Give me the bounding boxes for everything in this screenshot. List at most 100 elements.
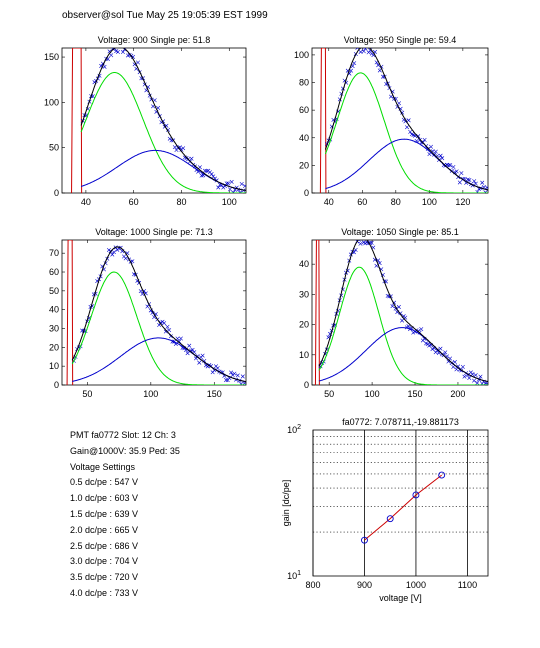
data-point xyxy=(396,101,402,106)
y-tick-label: 50 xyxy=(49,286,59,296)
data-point xyxy=(377,68,382,73)
y-tick-label: 0 xyxy=(54,380,59,390)
total-fit-curve xyxy=(71,246,246,383)
y-tick-label: 60 xyxy=(49,267,59,277)
data-point xyxy=(451,364,456,369)
y-tick-label: 20 xyxy=(49,342,59,352)
data-point xyxy=(457,180,462,185)
total-fit-curve xyxy=(80,48,246,191)
histogram-1050v: Voltage: 1050 Single pe: 85.150 100 150 200… xyxy=(299,227,489,399)
setting-row: 3.5 dc/pe : 720 V xyxy=(70,572,139,583)
data-point xyxy=(438,346,443,351)
data-point xyxy=(229,370,234,375)
x-tick-label: 150 xyxy=(408,389,423,399)
data-point xyxy=(428,144,434,149)
data-point xyxy=(433,149,438,154)
data-point xyxy=(419,140,424,145)
y-tick-label: 102 xyxy=(287,424,301,435)
plot-area xyxy=(66,240,246,385)
single-pe-curve xyxy=(318,266,488,385)
double-pe-curve xyxy=(72,337,246,383)
data-point xyxy=(123,256,128,261)
data-point xyxy=(224,378,229,383)
data-point xyxy=(187,343,192,348)
y-axis-label: gain [dc/pe] xyxy=(281,480,291,527)
data-point xyxy=(215,366,220,371)
setting-row: 2.5 dc/pe : 686 V xyxy=(70,540,139,551)
data-point xyxy=(396,304,401,309)
data-point xyxy=(368,48,373,53)
single-pe-curve xyxy=(71,271,246,385)
pmt-id-text: PMT fa0772 Slot: 12 Ch: 3 xyxy=(70,430,176,440)
data-point xyxy=(446,163,451,168)
data-point xyxy=(135,60,141,65)
data-point xyxy=(416,134,421,139)
data-point xyxy=(226,181,231,186)
y-tick-label: 0 xyxy=(54,188,59,198)
data-point xyxy=(195,354,200,359)
y-tick-label: 30 xyxy=(49,324,59,334)
data-point xyxy=(460,364,465,369)
x-tick-label: 100 xyxy=(222,197,237,207)
plot-frame xyxy=(311,239,489,386)
plot-frame xyxy=(312,429,489,577)
data-point xyxy=(443,350,448,355)
data-point xyxy=(196,169,201,174)
chart-title: Voltage: 950 Single pe: 59.4 xyxy=(344,35,457,45)
single-pe-curve xyxy=(80,72,246,193)
data-point xyxy=(473,373,478,378)
data-point xyxy=(172,145,177,150)
gain-text: Gain@1000V: 35.9 Ped: 35 xyxy=(70,445,180,456)
setting-row: 2.0 dc/pe : 665 V xyxy=(70,524,139,535)
gain-point xyxy=(386,515,394,523)
x-tick-label: 800 xyxy=(305,580,320,590)
data-point xyxy=(352,61,357,66)
data-point xyxy=(243,183,246,188)
data-point xyxy=(209,172,214,177)
data-point xyxy=(358,49,363,54)
data-point xyxy=(138,289,143,294)
data-point xyxy=(229,179,234,184)
y-tick-label: 100 xyxy=(294,50,309,60)
data-point xyxy=(400,318,405,323)
x-tick-label: 200 xyxy=(450,389,465,399)
data-point xyxy=(232,371,237,376)
data-point xyxy=(459,171,464,176)
data-point xyxy=(204,168,209,173)
data-point xyxy=(448,163,453,168)
x-tick-label: 100 xyxy=(365,389,380,399)
y-tick-label: 30 xyxy=(299,289,309,299)
pedestal-spike xyxy=(66,240,74,385)
data-point xyxy=(145,304,150,309)
y-tick-label: 20 xyxy=(299,160,309,170)
x-tick-label: 1000 xyxy=(406,580,426,590)
chart-title: Voltage: 1050 Single pe: 85.1 xyxy=(341,227,459,237)
double-pe-curve xyxy=(325,138,488,191)
setting-row: 4.0 dc/pe : 733 V xyxy=(70,587,139,598)
y-tick-label: 0 xyxy=(304,380,309,390)
x-tick-label: 40 xyxy=(324,197,334,207)
y-tick-label: 100 xyxy=(44,97,59,107)
y-tick-label: 40 xyxy=(299,133,309,143)
data-point xyxy=(406,324,411,329)
double-pe-curve xyxy=(318,327,488,383)
data-point xyxy=(353,247,358,252)
y-tick-exponent: 2 xyxy=(297,424,301,431)
data-point xyxy=(163,329,168,334)
data-point xyxy=(165,324,170,329)
chart-title: Voltage: 1000 Single pe: 71.3 xyxy=(95,227,213,237)
single-pe-curve xyxy=(324,72,488,193)
y-tick-label: 70 xyxy=(49,248,59,258)
data-point xyxy=(467,376,472,381)
data-point xyxy=(388,94,394,99)
y-tick-label: 80 xyxy=(299,78,309,88)
data-point xyxy=(120,50,125,55)
data-point xyxy=(202,168,207,173)
data-point xyxy=(435,348,440,353)
data-point xyxy=(368,241,373,246)
data-point xyxy=(109,53,114,58)
data-point xyxy=(239,382,244,385)
data-point xyxy=(239,181,244,187)
data-point xyxy=(361,49,366,54)
data-point xyxy=(462,374,467,379)
